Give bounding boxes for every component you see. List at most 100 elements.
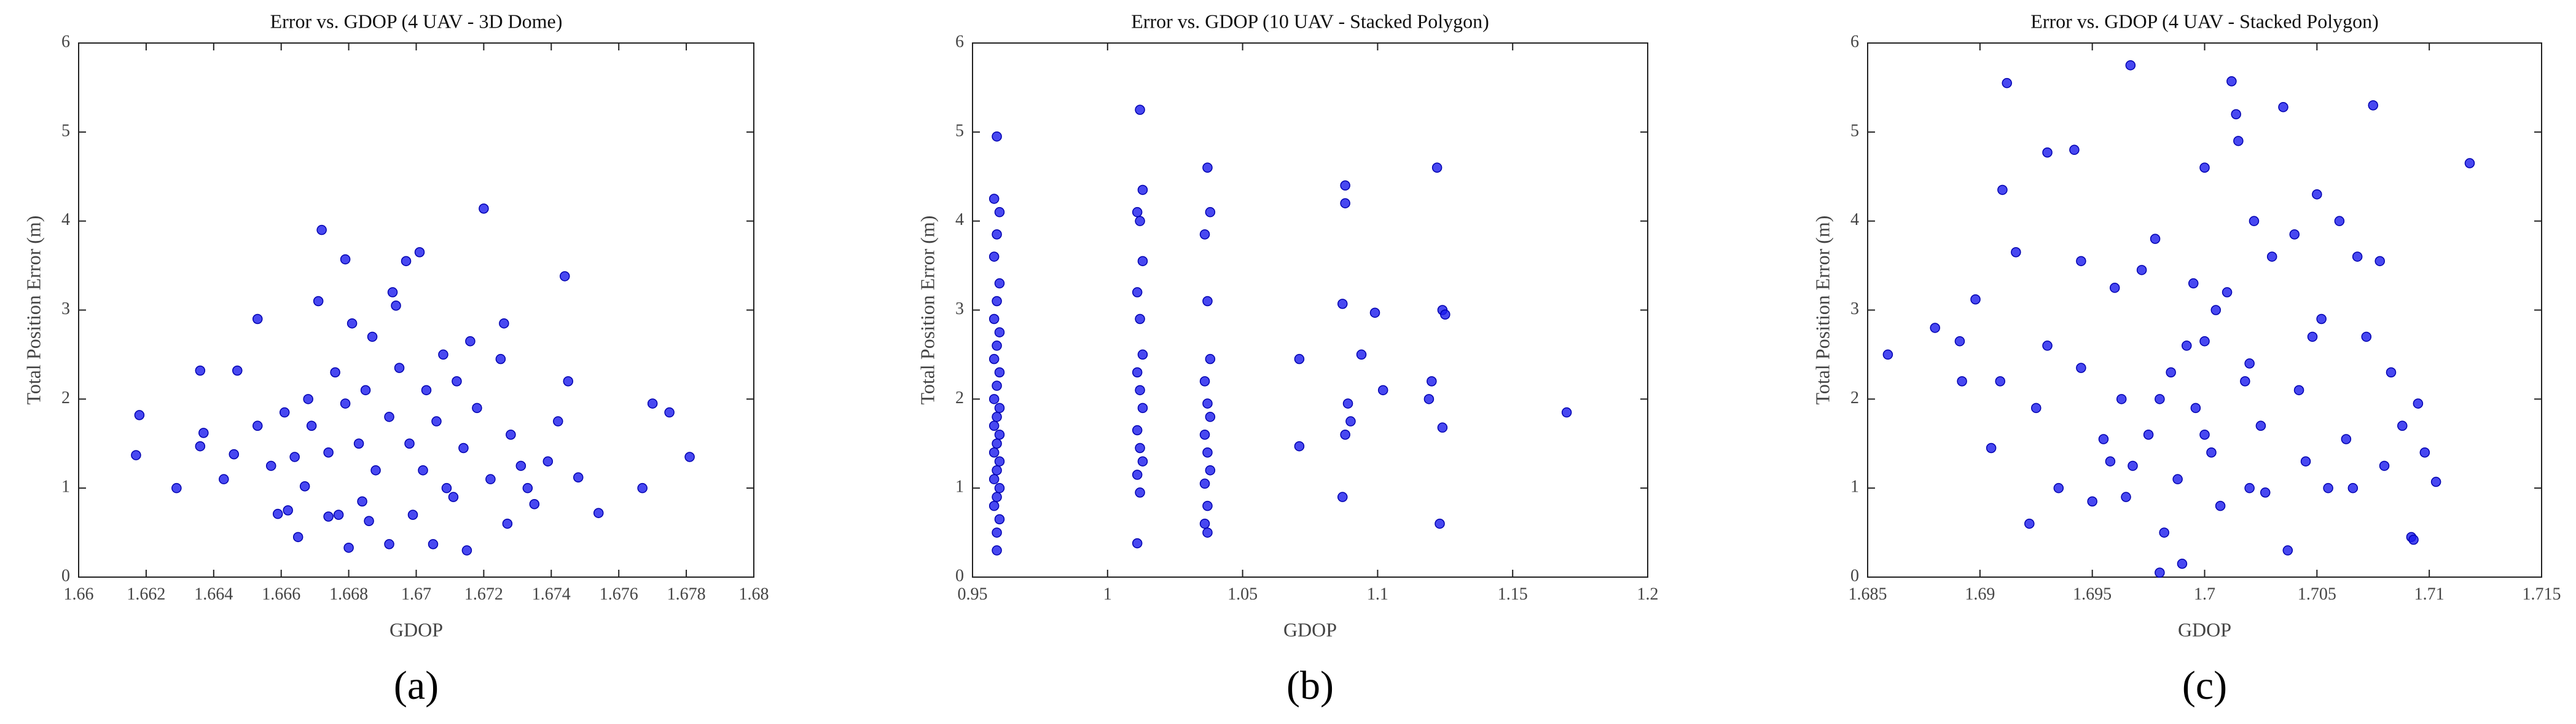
data-point	[1202, 500, 1213, 511]
data-point	[2255, 420, 2266, 431]
data-point	[2011, 247, 2021, 258]
data-point	[1954, 336, 1965, 347]
x-tick-label: 1.67	[401, 584, 431, 604]
data-point	[2408, 534, 2419, 545]
data-point	[353, 438, 364, 449]
data-point	[448, 492, 459, 502]
data-point	[2031, 403, 2042, 414]
data-point	[992, 296, 1002, 307]
data-point	[2260, 487, 2271, 498]
data-point	[1135, 487, 1145, 498]
plot-frame	[78, 42, 754, 578]
data-point	[992, 229, 1002, 240]
data-point	[404, 438, 415, 449]
data-point	[2076, 363, 2086, 373]
y-tick-label: 5	[1850, 121, 1859, 140]
data-point	[2316, 313, 2327, 325]
data-point	[502, 518, 513, 529]
x-tick-label: 1.666	[262, 584, 300, 604]
data-point	[1294, 441, 1305, 452]
data-point	[232, 365, 243, 376]
data-point	[1882, 349, 1893, 360]
data-point	[1135, 443, 1145, 454]
y-tick-label: 3	[61, 299, 70, 318]
data-point	[1137, 403, 1148, 414]
data-point	[1356, 349, 1367, 360]
data-point	[2233, 136, 2244, 146]
data-point	[994, 278, 1005, 289]
data-point	[2231, 109, 2241, 120]
data-point	[1294, 353, 1305, 364]
data-point	[2300, 456, 2311, 466]
y-tick-label: 0	[955, 566, 964, 585]
data-point	[299, 481, 310, 492]
data-point	[989, 500, 1000, 511]
data-point	[563, 376, 574, 387]
y-tick-label: 4	[61, 210, 70, 229]
data-point	[394, 363, 405, 373]
data-point	[2334, 216, 2345, 226]
y-tick-label: 6	[1850, 32, 1859, 51]
y-tick-label: 1	[955, 478, 964, 497]
data-point	[2282, 545, 2293, 556]
y-tick-label: 0	[1850, 566, 1859, 585]
data-point	[316, 224, 327, 235]
data-point	[1970, 294, 1981, 305]
data-point	[441, 482, 452, 494]
panel-label: (a)	[394, 663, 439, 708]
data-point	[2121, 492, 2131, 502]
plot-frame	[1867, 42, 2542, 578]
data-point	[289, 452, 300, 462]
data-point	[323, 511, 334, 522]
data-point	[989, 394, 1000, 404]
y-tick-label: 0	[61, 566, 70, 585]
data-point	[992, 438, 1002, 449]
data-point	[2347, 482, 2359, 494]
x-tick-label: 1.676	[600, 584, 638, 604]
data-point	[1423, 394, 1435, 404]
data-point	[495, 353, 506, 364]
data-point	[1137, 456, 1148, 466]
data-point	[2397, 420, 2408, 431]
y-tick-label: 6	[61, 32, 70, 51]
data-point	[1431, 162, 1443, 173]
data-point	[292, 532, 303, 543]
y-tick-label: 3	[1850, 299, 1859, 318]
data-point	[2361, 331, 2372, 342]
data-point	[1561, 407, 1572, 418]
data-point	[2244, 482, 2255, 494]
data-point	[989, 474, 1000, 484]
x-tick-label: 1.69	[1965, 584, 1995, 604]
data-point	[2042, 147, 2053, 158]
data-point	[992, 340, 1002, 351]
data-point	[195, 441, 206, 452]
data-point	[360, 385, 371, 396]
data-point	[1137, 256, 1148, 267]
data-point	[992, 545, 1002, 556]
data-point	[479, 203, 489, 214]
data-point	[560, 271, 570, 281]
data-point	[2240, 376, 2250, 387]
x-tick-label: 1.685	[1849, 584, 1887, 604]
data-point	[2143, 430, 2154, 440]
data-point	[1135, 313, 1145, 325]
data-point	[303, 394, 313, 404]
data-point	[279, 407, 290, 418]
x-axis-label: GDOP	[1283, 618, 1337, 640]
data-point	[2226, 76, 2237, 87]
data-point	[2289, 229, 2300, 240]
x-tick-label: 1.695	[2073, 584, 2112, 604]
data-point	[438, 349, 448, 360]
x-tick-label: 1.674	[532, 584, 571, 604]
data-point	[2210, 305, 2222, 315]
data-point	[1202, 162, 1213, 173]
data-point	[1345, 416, 1356, 427]
data-point	[1930, 323, 1940, 333]
data-point	[364, 516, 374, 527]
data-point	[989, 447, 1000, 458]
data-point	[313, 296, 324, 307]
data-point	[994, 456, 1005, 466]
y-tick-label: 1	[1850, 478, 1859, 497]
data-point	[1340, 430, 1350, 440]
